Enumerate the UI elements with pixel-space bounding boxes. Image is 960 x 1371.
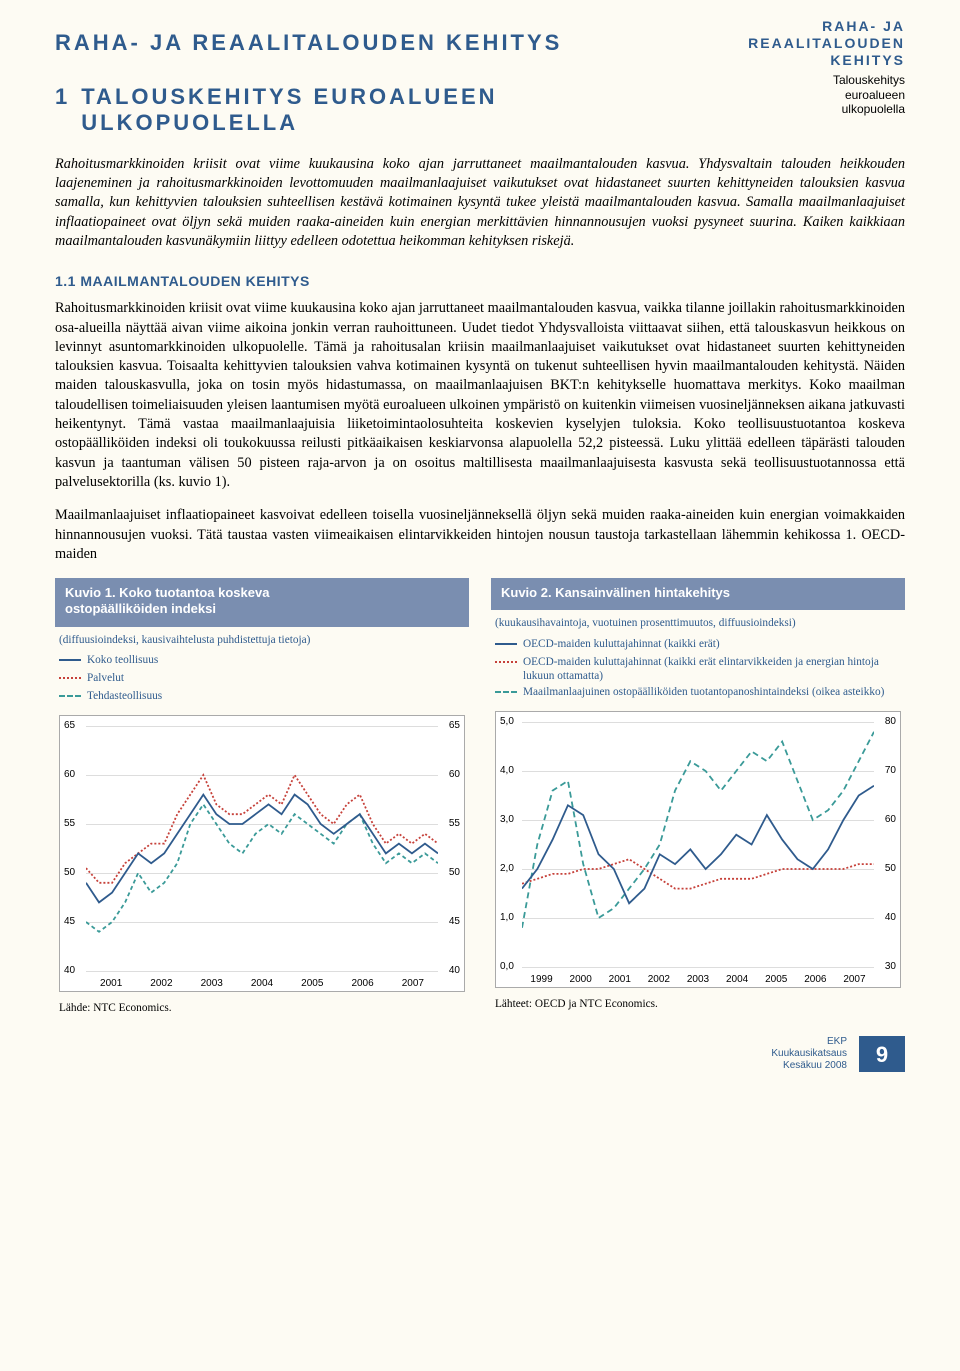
legend-label: OECD-maiden kuluttajahinnat (kaikki erät… bbox=[523, 637, 901, 651]
section-number: 1 bbox=[55, 84, 69, 110]
legend-label: Koko teollisuus bbox=[87, 653, 465, 667]
body-paragraph-2: Maailmanlaajuiset inflaatiopaineet kasvo… bbox=[55, 506, 905, 564]
charts-row: Kuvio 1. Koko tuotantoa koskeva ostopääl… bbox=[55, 578, 905, 1014]
y-tick-label-right: 30 bbox=[885, 961, 896, 972]
y-tick-label: 3,0 bbox=[500, 814, 514, 825]
chart-2-source: Lähteet: OECD ja NTC Economics. bbox=[491, 992, 905, 1010]
text: Kuvio 1. Koko tuotantoa koskeva bbox=[65, 585, 269, 600]
y-tick-label-right: 60 bbox=[449, 769, 460, 780]
legend-label: OECD-maiden kuluttajahinnat (kaikki erät… bbox=[523, 655, 901, 683]
y-tick-label: 50 bbox=[64, 867, 75, 878]
legend-swatch bbox=[495, 643, 517, 653]
legend-swatch bbox=[59, 659, 81, 669]
chart-2-plot: 0,0 30 1,0 40 2,0 50 3,0 60 4,0 70 5,0 80 1999 2000 20… bbox=[495, 711, 901, 988]
chart-1-subtitle: (diffuusioindeksi, kausivaihtelusta puhd… bbox=[55, 627, 469, 652]
x-tick-label: 2007 bbox=[402, 978, 424, 989]
section-heading: TALOUSKEHITYS EUROALUEEN ULKOPUOLELLA bbox=[81, 84, 497, 137]
x-tick-label: 2001 bbox=[609, 974, 631, 985]
legend-item: Tehdasteollisuus bbox=[59, 689, 465, 705]
x-tick-label: 2004 bbox=[251, 978, 273, 989]
y-tick-label: 0,0 bbox=[500, 961, 514, 972]
chart-1-plot: 40 40 45 45 50 50 55 55 60 60 65 65 2001 2002 2003 2004… bbox=[59, 715, 465, 992]
legend-swatch bbox=[59, 677, 81, 687]
subsection-heading: 1.1 MAAILMANTALOUDEN KEHITYS bbox=[55, 273, 905, 289]
y-tick-label: 4,0 bbox=[500, 765, 514, 776]
x-tick-label: 2004 bbox=[726, 974, 748, 985]
y-tick-label: 5,0 bbox=[500, 716, 514, 727]
legend-item: Palvelut bbox=[59, 671, 465, 687]
legend-label: Maailmanlaajuinen ostopäälliköiden tuota… bbox=[523, 685, 901, 699]
page-number: 9 bbox=[859, 1036, 905, 1072]
chart-2-subtitle: (kuukausihavaintoja, vuotuinen prosentti… bbox=[491, 610, 905, 635]
legend-item: Koko teollisuus bbox=[59, 653, 465, 669]
y-tick-label-right: 55 bbox=[449, 818, 460, 829]
x-tick-label: 2003 bbox=[201, 978, 223, 989]
side-header-sub: Talouskehitys euroalueen ulkopuolella bbox=[748, 73, 905, 116]
y-tick-label: 2,0 bbox=[500, 863, 514, 874]
chart-2-legend: OECD-maiden kuluttajahinnat (kaikki erät… bbox=[491, 635, 905, 709]
y-tick-label: 55 bbox=[64, 818, 75, 829]
legend-swatch bbox=[59, 695, 81, 705]
y-tick-label-right: 45 bbox=[449, 916, 460, 927]
chart-1-legend: Koko teollisuus Palvelut Tehdasteollisuus bbox=[55, 651, 469, 713]
y-tick-label-right: 50 bbox=[449, 867, 460, 878]
text: REAALITALOUDEN bbox=[748, 35, 905, 51]
legend-swatch bbox=[495, 661, 517, 671]
legend-label: Palvelut bbox=[87, 671, 465, 685]
x-tick-label: 2001 bbox=[100, 978, 122, 989]
text: TALOUSKEHITYS EUROALUEEN bbox=[81, 84, 497, 109]
text: Kuukausikatsaus bbox=[771, 1048, 847, 1059]
x-tick-label: 2002 bbox=[648, 974, 670, 985]
y-tick-label: 1,0 bbox=[500, 912, 514, 923]
text: Talouskehitys bbox=[833, 73, 905, 87]
side-header-title: RAHA- JA REAALITALOUDEN KEHITYS bbox=[748, 18, 905, 68]
legend-item: OECD-maiden kuluttajahinnat (kaikki erät… bbox=[495, 637, 901, 653]
x-tick-label: 2005 bbox=[301, 978, 323, 989]
intro-paragraph: Rahoitusmarkkinoiden kriisit ovat viime … bbox=[55, 155, 905, 251]
text: ulkopuolella bbox=[842, 102, 905, 116]
chart-2-title: Kuvio 2. Kansainvälinen hintakehitys bbox=[491, 578, 905, 610]
y-tick-label: 40 bbox=[64, 965, 75, 976]
x-tick-label: 1999 bbox=[530, 974, 552, 985]
x-tick-label: 2006 bbox=[351, 978, 373, 989]
y-tick-label: 65 bbox=[64, 720, 75, 731]
chart-1-source: Lähde: NTC Economics. bbox=[55, 996, 469, 1014]
chart-1: Kuvio 1. Koko tuotantoa koskeva ostopääl… bbox=[55, 578, 469, 1014]
y-tick-label: 45 bbox=[64, 916, 75, 927]
text: ULKOPUOLELLA bbox=[81, 110, 298, 135]
y-tick-label-right: 40 bbox=[449, 965, 460, 976]
y-tick-label-right: 40 bbox=[885, 912, 896, 923]
legend-label: Tehdasteollisuus bbox=[87, 689, 465, 703]
x-tick-label: 2003 bbox=[687, 974, 709, 985]
text: euroalueen bbox=[845, 88, 905, 102]
y-tick-label-right: 65 bbox=[449, 720, 460, 731]
x-tick-label: 2000 bbox=[570, 974, 592, 985]
text: Kesäkuu 2008 bbox=[783, 1060, 847, 1071]
chart-2: Kuvio 2. Kansainvälinen hintakehitys (ku… bbox=[491, 578, 905, 1014]
x-tick-label: 2002 bbox=[150, 978, 172, 989]
legend-swatch bbox=[495, 691, 517, 701]
x-tick-label: 2005 bbox=[765, 974, 787, 985]
text: EKP bbox=[827, 1036, 847, 1047]
legend-item: OECD-maiden kuluttajahinnat (kaikki erät… bbox=[495, 655, 901, 683]
side-header: RAHA- JA REAALITALOUDEN KEHITYS Talouske… bbox=[748, 18, 905, 117]
chart-1-title: Kuvio 1. Koko tuotantoa koskeva ostopääl… bbox=[55, 578, 469, 627]
text: ostopäälliköiden indeksi bbox=[65, 601, 216, 616]
y-tick-label-right: 50 bbox=[885, 863, 896, 874]
y-tick-label-right: 80 bbox=[885, 716, 896, 727]
x-tick-label: 2006 bbox=[804, 974, 826, 985]
body-paragraph-1: Rahoitusmarkkinoiden kriisit ovat viime … bbox=[55, 299, 905, 492]
text: KEHITYS bbox=[830, 52, 905, 68]
y-tick-label: 60 bbox=[64, 769, 75, 780]
x-tick-label: 2007 bbox=[843, 974, 865, 985]
footer-text: EKP Kuukausikatsaus Kesäkuu 2008 bbox=[771, 1036, 847, 1072]
y-tick-label-right: 60 bbox=[885, 814, 896, 825]
page-footer: EKP Kuukausikatsaus Kesäkuu 2008 9 bbox=[55, 1036, 905, 1072]
text: RAHA- JA bbox=[822, 18, 905, 34]
legend-item: Maailmanlaajuinen ostopäälliköiden tuota… bbox=[495, 685, 901, 701]
y-tick-label-right: 70 bbox=[885, 765, 896, 776]
